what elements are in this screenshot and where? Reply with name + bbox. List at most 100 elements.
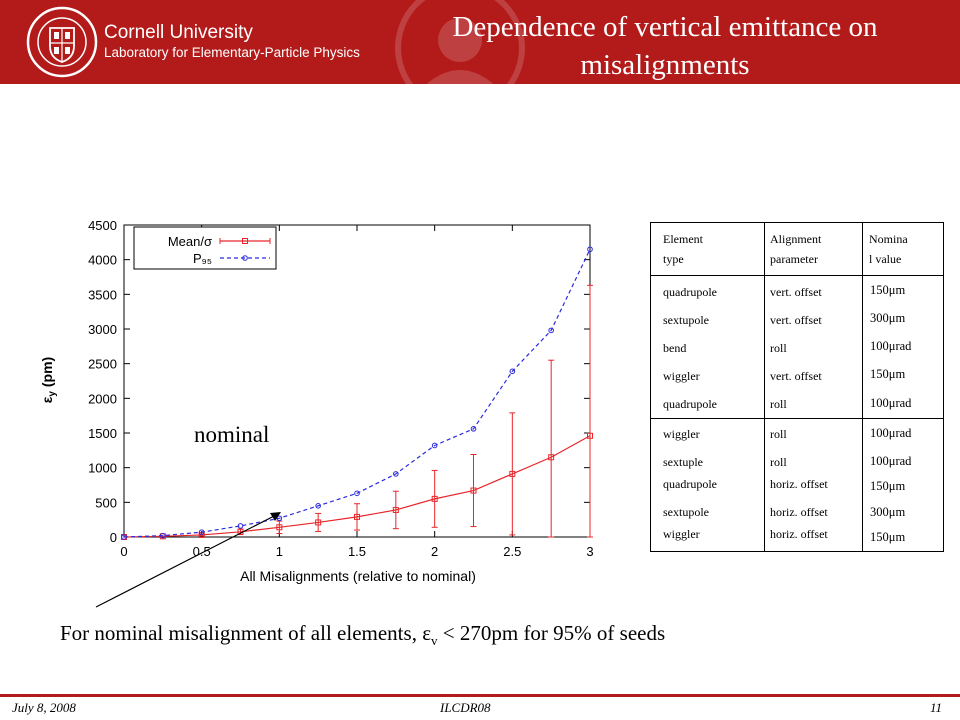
data-point <box>587 246 593 253</box>
footer-conference: ILCDR08 <box>440 700 491 715</box>
data-point <box>276 524 283 531</box>
caption-subscript: v <box>431 633 438 649</box>
element-cell: wiggler <box>663 527 700 541</box>
data-point <box>470 487 477 494</box>
parameter-cell: horiz. offset <box>770 527 828 541</box>
cornell-seal-icon <box>26 6 98 78</box>
x-axis-label: All Misalignments (relative to nominal) <box>240 568 476 584</box>
legend-label: Mean/σ <box>168 234 212 249</box>
parameter-cell: vert. offset <box>770 313 822 327</box>
footer-page-number: 11 <box>930 700 943 715</box>
value-cell: 150μm <box>870 530 906 544</box>
slide-title: Dependence of vertical emittance on misa… <box>415 8 915 84</box>
nominal-annotation: nominal <box>194 422 270 447</box>
y-tick-label: 500 <box>95 495 117 510</box>
y-tick-label: 4500 <box>88 218 117 233</box>
series-1 <box>121 246 593 540</box>
element-cell: wiggler <box>663 369 700 383</box>
header-nominal: Nomina l value <box>869 229 908 269</box>
data-point <box>548 327 554 334</box>
parameter-cell: roll <box>770 397 787 411</box>
table-group-divider <box>651 418 943 419</box>
table-header-divider <box>651 275 943 276</box>
header-bar: Cornell University Laboratory for Elemen… <box>0 0 960 84</box>
header-alignment: Alignment parameter <box>770 229 821 269</box>
y-tick-label: 2000 <box>88 391 117 406</box>
caption: For nominal misalignment of all elements… <box>60 621 665 649</box>
element-cell: quadrupole <box>663 285 717 299</box>
caption-suffix: < 270pm for 95% of seeds <box>437 621 666 645</box>
y-tick-label: 1500 <box>88 426 117 441</box>
data-point <box>431 495 438 502</box>
y-axis-label: εy (pm) <box>39 357 58 403</box>
annotation-arrow <box>95 513 279 608</box>
x-tick-label: 1.5 <box>348 544 366 559</box>
x-tick-label: 1 <box>276 544 283 559</box>
data-point <box>198 529 205 535</box>
y-tick-label: 2500 <box>88 357 117 372</box>
data-point <box>315 519 322 526</box>
y-tick-label: 3500 <box>88 287 117 302</box>
element-cell: quadrupole <box>663 477 717 491</box>
parameter-cell: vert. offset <box>770 369 822 383</box>
header-nominal-line2: l value <box>869 252 902 266</box>
data-point <box>160 532 166 539</box>
chart-series <box>121 246 593 540</box>
value-cell: 300μm <box>870 505 906 519</box>
university-name: Cornell University <box>104 22 253 43</box>
value-cell: 100μrad <box>870 339 912 353</box>
header-nominal-line1: Nomina <box>869 232 908 246</box>
chart-legend: Mean/σ P₉₅ <box>133 226 277 270</box>
parameter-cell: vert. offset <box>770 285 822 299</box>
data-point <box>392 506 399 513</box>
title-line-2: misalignments <box>580 49 750 81</box>
x-tick-label: 3 <box>586 544 593 559</box>
value-cell: 100μrad <box>870 426 912 440</box>
data-point <box>315 503 321 509</box>
data-point <box>509 470 516 477</box>
element-cell: wiggler <box>663 427 700 441</box>
data-point <box>431 442 438 449</box>
parameter-cell: roll <box>770 455 787 469</box>
element-cell: sextupole <box>663 505 709 519</box>
element-cell: sextupole <box>663 313 709 327</box>
data-point <box>548 454 555 461</box>
element-cell: bend <box>663 341 687 355</box>
element-cell: quadrupole <box>663 397 717 411</box>
legend-box <box>133 226 277 270</box>
x-tick-label: 2 <box>431 544 438 559</box>
watermark-portrait-icon <box>395 0 525 84</box>
data-point <box>276 515 283 522</box>
value-cell: 300μm <box>870 311 906 325</box>
series-0 <box>121 284 593 540</box>
legend-marker <box>242 238 248 244</box>
parameter-cell: roll <box>770 427 787 441</box>
footer-rule <box>0 694 960 697</box>
table-divider-2 <box>862 223 863 551</box>
element-cell: sextuple <box>663 455 703 469</box>
data-point <box>354 513 360 520</box>
y-tick-label: 0 <box>110 530 117 545</box>
data-point <box>354 490 360 497</box>
parameter-cell: horiz. offset <box>770 477 828 491</box>
legend-label: P₉₅ <box>193 251 212 266</box>
x-tick-label: 2.5 <box>503 544 521 559</box>
data-point <box>237 523 244 529</box>
table-divider-1 <box>764 223 765 551</box>
caption-prefix: For nominal misalignment of all elements… <box>60 621 432 645</box>
header-alignment-line2: parameter <box>770 252 818 266</box>
value-cell: 150μm <box>870 283 906 297</box>
data-point <box>470 426 477 432</box>
header-element-line1: Element <box>663 232 703 246</box>
data-point <box>587 432 593 439</box>
value-cell: 150μm <box>870 479 906 493</box>
value-cell: 100μrad <box>870 396 912 410</box>
series-line <box>123 249 591 538</box>
misalignment-table: Element type Alignment parameter Nomina … <box>650 222 944 552</box>
title-line-1: Dependence of vertical emittance on <box>452 11 878 43</box>
header-alignment-line1: Alignment <box>770 232 822 246</box>
value-cell: 100μrad <box>870 454 912 468</box>
header-element: Element type <box>663 229 703 269</box>
